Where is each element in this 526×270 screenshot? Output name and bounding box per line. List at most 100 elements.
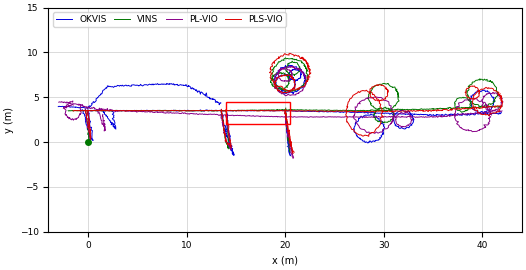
- VINS: [85, 109, 91, 112]
- Bar: [226, 102, 290, 124]
- PL-VIO: [69, 102, 75, 106]
- OKVIS: [76, 106, 83, 109]
- PLS-VIO: [84, 109, 90, 112]
- PL-VIO: [56, 100, 63, 103]
- OKVIS: [83, 106, 89, 110]
- PLS-VIO: [72, 109, 78, 112]
- OKVIS: [62, 105, 68, 108]
- OKVIS: [75, 106, 81, 109]
- VINS: [72, 109, 78, 112]
- VINS: [67, 109, 73, 112]
- PL-VIO: [63, 101, 69, 104]
- PL-VIO: [64, 101, 70, 104]
- PL-VIO: [60, 101, 66, 104]
- PLS-VIO: [79, 109, 86, 112]
- PL-VIO: [67, 102, 74, 105]
- VINS: [84, 109, 90, 112]
- VINS: [77, 109, 84, 112]
- OKVIS: [59, 105, 66, 108]
- OKVIS: [58, 105, 65, 108]
- OKVIS: [77, 106, 84, 109]
- PLS-VIO: [82, 109, 88, 112]
- VINS: [65, 109, 72, 112]
- VINS: [67, 109, 74, 112]
- OKVIS: [80, 106, 86, 109]
- Line: VINS: VINS: [68, 110, 88, 111]
- PL-VIO: [65, 101, 72, 104]
- OKVIS: [79, 106, 85, 109]
- PLS-VIO: [72, 109, 78, 112]
- PL-VIO: [58, 100, 64, 104]
- OKVIS: [64, 105, 70, 108]
- OKVIS: [57, 105, 64, 108]
- PL-VIO: [64, 100, 70, 104]
- OKVIS: [70, 105, 76, 109]
- OKVIS: [84, 106, 90, 110]
- PLS-VIO: [72, 109, 78, 112]
- PL-VIO: [65, 101, 72, 104]
- PLS-VIO: [80, 109, 87, 112]
- PLS-VIO: [74, 109, 80, 112]
- VINS: [75, 109, 81, 112]
- OKVIS: [57, 105, 63, 108]
- OKVIS: [55, 105, 62, 108]
- VINS: [82, 109, 88, 112]
- PL-VIO: [68, 103, 74, 106]
- PL-VIO: [62, 100, 68, 104]
- Line: OKVIS: OKVIS: [58, 106, 88, 108]
- PLS-VIO: [76, 109, 82, 112]
- X-axis label: x (m): x (m): [272, 256, 298, 266]
- PLS-VIO: [81, 109, 87, 112]
- PL-VIO: [59, 100, 65, 104]
- OKVIS: [60, 105, 67, 108]
- PL-VIO: [58, 100, 65, 103]
- Y-axis label: y (m): y (m): [4, 107, 14, 133]
- Line: PLS-VIO: PLS-VIO: [73, 110, 87, 111]
- OKVIS: [65, 105, 72, 108]
- PLS-VIO: [74, 109, 80, 112]
- VINS: [79, 109, 85, 112]
- PLS-VIO: [84, 109, 90, 113]
- PLS-VIO: [78, 109, 84, 112]
- VINS: [80, 109, 86, 112]
- OKVIS: [62, 105, 68, 108]
- OKVIS: [68, 105, 74, 109]
- OKVIS: [78, 106, 85, 109]
- VINS: [71, 109, 77, 112]
- OKVIS: [56, 105, 62, 108]
- OKVIS: [69, 106, 76, 109]
- VINS: [72, 109, 78, 112]
- PLS-VIO: [83, 109, 89, 112]
- PLS-VIO: [77, 109, 84, 112]
- VINS: [80, 109, 87, 113]
- OKVIS: [67, 105, 73, 109]
- VINS: [78, 109, 85, 112]
- OKVIS: [73, 106, 79, 109]
- PL-VIO: [70, 102, 77, 105]
- OKVIS: [76, 106, 82, 109]
- VINS: [73, 109, 79, 112]
- VINS: [71, 109, 77, 112]
- PLS-VIO: [80, 109, 86, 112]
- OKVIS: [74, 106, 80, 109]
- PL-VIO: [74, 103, 80, 106]
- PL-VIO: [73, 102, 79, 106]
- OKVIS: [60, 105, 66, 108]
- PLS-VIO: [76, 109, 83, 112]
- VINS: [83, 109, 89, 112]
- VINS: [69, 109, 76, 112]
- PLS-VIO: [83, 109, 89, 112]
- OKVIS: [85, 106, 91, 110]
- PL-VIO: [75, 103, 82, 106]
- PLS-VIO: [75, 109, 81, 112]
- OKVIS: [82, 106, 88, 110]
- VINS: [76, 109, 82, 112]
- VINS: [69, 109, 76, 112]
- PLS-VIO: [78, 109, 85, 112]
- PL-VIO: [56, 100, 63, 103]
- PL-VIO: [67, 102, 73, 105]
- OKVIS: [71, 106, 77, 109]
- VINS: [67, 109, 73, 112]
- OKVIS: [67, 106, 73, 109]
- OKVIS: [81, 106, 87, 109]
